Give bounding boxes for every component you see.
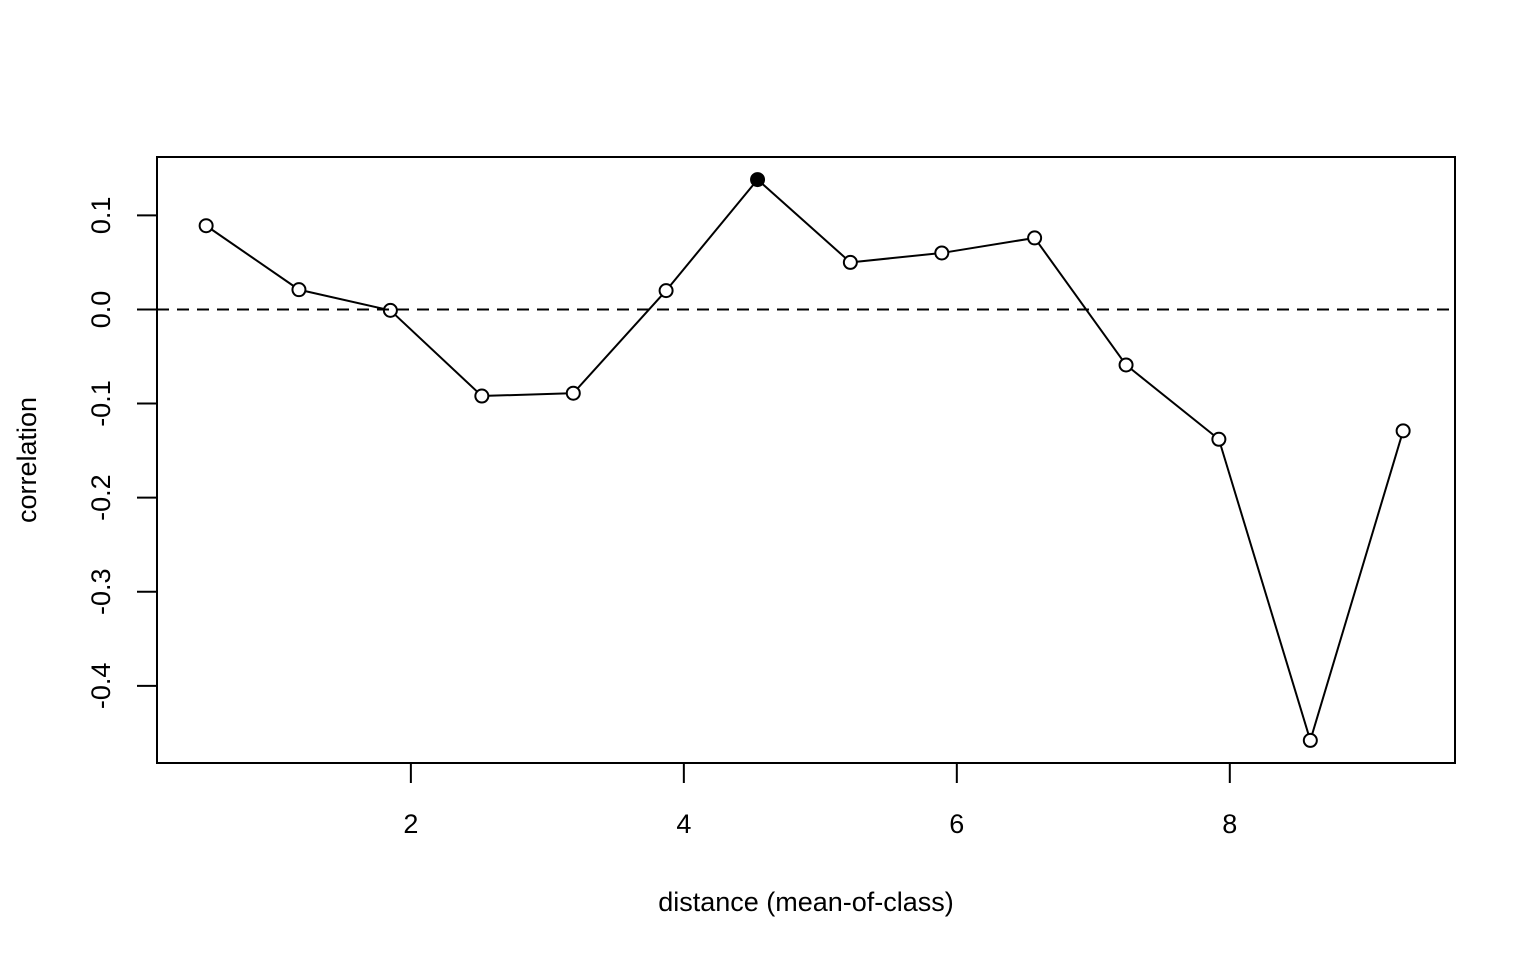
series-segment [761,183,847,259]
x-tick-label: 2 [403,809,418,839]
x-tick-label: 8 [1222,809,1237,839]
plot-frame [156,156,1456,764]
series-segment [394,314,478,393]
data-point [382,302,398,318]
data-point [565,385,581,401]
data-point-significant [750,172,766,188]
series-segment [856,252,936,263]
x-axis-label: distance (mean-of-class) [658,887,954,917]
series-segment [948,237,1029,253]
y-tick-label: -0.2 [86,474,116,521]
series-segment [576,294,663,390]
y-tick-label: -0.3 [86,568,116,615]
y-tick-label: -0.1 [86,380,116,427]
data-point [934,245,950,261]
y-tick-label: 0.1 [86,197,116,235]
series-segment [210,228,295,287]
data-point [1395,423,1411,439]
y-tick-label: -0.4 [86,663,116,710]
data-point [842,254,858,270]
series-segment [305,290,385,310]
data-point [198,218,214,234]
series-segment [1037,242,1124,361]
data-point [1211,431,1227,447]
data-point [474,388,490,404]
data-point [1302,732,1318,748]
data-point [1027,230,1043,246]
data-point [658,283,674,299]
series-segment [1311,436,1403,735]
y-axis-label: correlation [12,397,42,523]
data-point [1118,357,1134,373]
series-segment [1219,445,1310,735]
x-tick-label: 4 [676,809,691,839]
x-tick-label: 6 [949,809,964,839]
series-segment [1130,368,1215,437]
series-segment [488,392,567,397]
data-point [291,282,307,298]
series-segment [669,183,755,287]
y-tick-label: 0.0 [86,291,116,329]
